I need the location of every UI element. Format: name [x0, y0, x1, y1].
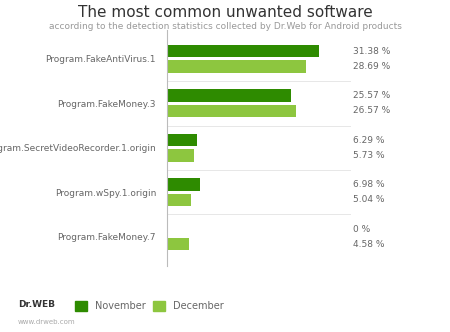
Text: according to the detection statistics collected by Dr.Web for Android products: according to the detection statistics co…	[49, 22, 401, 31]
Legend: November, December: November, December	[76, 301, 224, 311]
Text: 28.69 %: 28.69 %	[353, 62, 391, 71]
Bar	[166, 105, 296, 117]
Text: Dr.WEB: Dr.WEB	[18, 300, 55, 309]
Text: 31.38 %: 31.38 %	[353, 47, 391, 56]
Text: www.drweb.com: www.drweb.com	[18, 319, 76, 325]
Text: 25.57 %: 25.57 %	[353, 91, 391, 100]
Text: 5.04 %: 5.04 %	[353, 195, 385, 204]
Bar	[166, 45, 319, 57]
Text: The most common unwanted software: The most common unwanted software	[77, 5, 373, 20]
Bar	[166, 134, 197, 146]
Text: 26.57 %: 26.57 %	[353, 106, 391, 115]
Bar	[166, 149, 194, 162]
Bar	[166, 238, 189, 250]
Text: 6.29 %: 6.29 %	[353, 136, 385, 145]
Text: 6.98 %: 6.98 %	[353, 180, 385, 189]
Text: 4.58 %: 4.58 %	[353, 240, 385, 249]
Bar	[166, 90, 291, 102]
Text: 5.73 %: 5.73 %	[353, 151, 385, 160]
Text: 0 %: 0 %	[353, 225, 371, 234]
Bar	[166, 60, 306, 73]
Bar	[166, 194, 191, 206]
Bar	[166, 178, 200, 191]
